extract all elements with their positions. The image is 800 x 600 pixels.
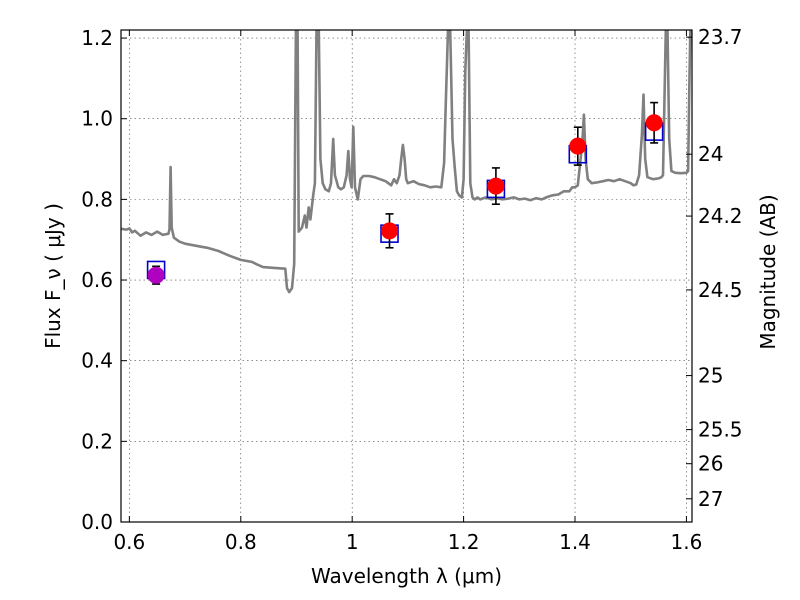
x-tick-label: 1 [346, 530, 359, 554]
right-tick-label: 24.5 [698, 278, 743, 302]
x-tick-label: 1.2 [448, 530, 480, 554]
observed-point-layer [147, 101, 663, 285]
x-axis-label: Wavelength λ (μm) [311, 564, 502, 588]
y-tick-label: 1.2 [81, 26, 113, 50]
y-tick-label: 0.2 [81, 429, 113, 453]
plot-frame [120, 29, 693, 523]
right-tick-label: 24.2 [698, 204, 743, 228]
observed-point [147, 266, 165, 284]
y-tick-label: 0.6 [81, 268, 113, 292]
observed-point [645, 114, 663, 132]
grid-layer [121, 30, 692, 522]
right-axis-label: Magnitude (AB) [756, 194, 780, 349]
right-tick-label: 27 [698, 487, 723, 511]
x-tick-label: 1.6 [671, 530, 703, 554]
x-tick-label: 1.4 [559, 530, 591, 554]
y-tick-label: 0.8 [81, 187, 113, 211]
right-tick-label: 25.5 [698, 418, 743, 442]
spectrum-layer [121, 30, 692, 294]
ticks-layer: 0.6 0.8 1 1.2 1.4 1.6 0.0 0.2 0.4 0.6 0.8 1.0 1.2 23.… [81, 25, 742, 554]
right-tick-label: 23.7 [698, 25, 743, 49]
x-tick-label: 0.6 [113, 530, 145, 554]
y-tick-label: 0.0 [81, 510, 113, 534]
y-tick-label: 0.4 [81, 349, 113, 373]
observed-point [569, 137, 587, 155]
right-tick-label: 25 [698, 364, 723, 388]
observed-point [487, 177, 505, 195]
observed-point [381, 222, 399, 240]
y-axis-label: Flux F_ν ( μJy ) [41, 203, 65, 349]
spectrum-line [121, 30, 692, 294]
x-tick-label: 0.8 [225, 530, 257, 554]
right-tick-label: 26 [698, 452, 723, 476]
right-tick-label: 24 [698, 142, 723, 166]
y-tick-label: 1.0 [81, 107, 113, 131]
